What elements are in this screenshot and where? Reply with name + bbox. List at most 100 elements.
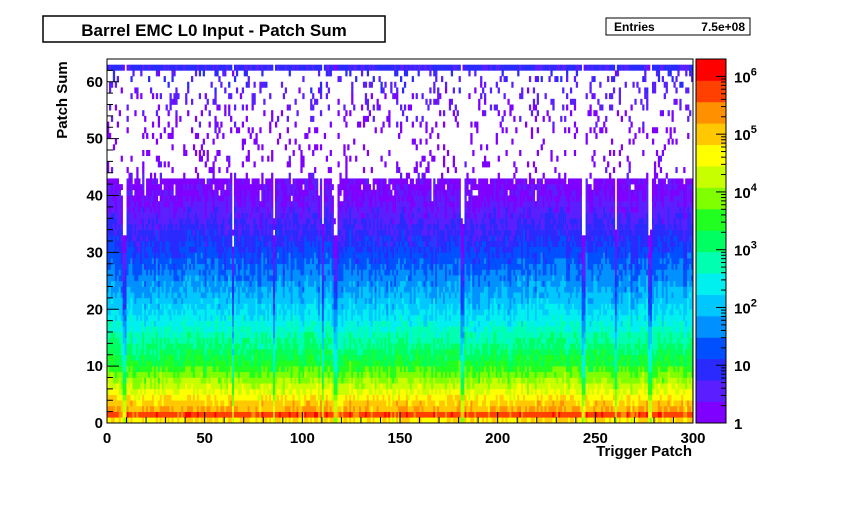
heatmap-cell: [151, 223, 155, 230]
heatmap-cell: [130, 377, 133, 384]
heatmap-cell: [189, 212, 192, 219]
heatmap-cell: [138, 292, 141, 299]
heatmap-cell: [251, 354, 254, 361]
heatmap-cell: [232, 366, 235, 373]
heatmap-cell: [185, 201, 188, 208]
heatmap-cell: [185, 354, 188, 361]
heatmap-cell: [253, 332, 256, 338]
heatmap-cell: [286, 314, 289, 321]
heatmap-cell: [189, 297, 192, 304]
heatmap-cell: [290, 394, 293, 401]
heatmap-cell: [214, 275, 217, 282]
heatmap-cell: [230, 377, 233, 384]
heatmap-cell: [263, 417, 266, 424]
heatmap-cell: [278, 400, 282, 407]
heatmap-cell: [157, 64, 161, 71]
heatmap-cell: [200, 326, 204, 333]
heatmap-cell: [175, 87, 178, 94]
heatmap-cell: [298, 360, 301, 367]
heatmap-cell: [280, 64, 284, 71]
heatmap-cell: [181, 189, 184, 196]
heatmap-cell: [251, 206, 254, 213]
heatmap-cell: [173, 269, 176, 276]
heatmap-cell: [200, 223, 204, 230]
heatmap-cell: [148, 360, 151, 367]
heatmap-cell: [245, 388, 248, 395]
heatmap-cell: [114, 235, 118, 242]
heatmap-cell: [304, 178, 307, 185]
heatmap-cell: [274, 223, 278, 230]
heatmap-cell: [136, 297, 139, 304]
heatmap-cell: [173, 280, 176, 287]
heatmap-cell: [202, 241, 205, 247]
heatmap-cell: [233, 104, 237, 111]
heatmap-cell: [187, 400, 190, 407]
heatmap-cell: [263, 394, 266, 401]
heatmap-cell: [282, 417, 286, 424]
heatmap-cell: [314, 127, 317, 134]
heatmap-cell: [216, 303, 219, 310]
heatmap-cell: [251, 269, 254, 276]
heatmap-cell: [267, 252, 270, 259]
heatmap-cell: [267, 178, 270, 185]
heatmap-cell: [233, 309, 237, 316]
heatmap-cell: [261, 64, 264, 71]
heatmap-cell: [280, 332, 284, 338]
heatmap-cell: [194, 314, 198, 321]
heatmap-cell: [169, 201, 172, 208]
heatmap-cell: [237, 405, 241, 412]
heatmap-cell: [255, 354, 258, 361]
heatmap-cell: [226, 354, 229, 361]
heatmap-cell: [278, 178, 282, 185]
heatmap-cell: [108, 132, 112, 139]
heatmap-cell: [183, 360, 186, 367]
heatmap-cell: [226, 167, 229, 174]
heatmap-cell: [228, 229, 231, 236]
heatmap-cell: [230, 360, 233, 367]
heatmap-cell: [247, 212, 250, 219]
heatmap-cell: [261, 280, 264, 287]
heatmap-cell: [194, 167, 198, 174]
heatmap-cell: [163, 189, 166, 196]
heatmap-cell: [134, 405, 137, 412]
heatmap-cell: [107, 417, 110, 424]
heatmap-cell: [247, 337, 250, 344]
heatmap-cell: [130, 178, 133, 185]
heatmap-cell: [276, 405, 280, 412]
heatmap-cell: [175, 212, 178, 219]
heatmap-cell: [157, 155, 161, 162]
heatmap-cell: [255, 405, 258, 412]
heatmap-cell: [247, 360, 250, 367]
heatmap-cell: [255, 349, 258, 356]
heatmap-cell: [163, 383, 166, 390]
heatmap-cell: [144, 258, 147, 265]
heatmap-cell: [157, 332, 161, 338]
heatmap-cell: [218, 241, 221, 247]
heatmap-cell: [243, 383, 246, 390]
heatmap-cell: [280, 366, 284, 373]
heatmap-cell: [190, 246, 194, 253]
heatmap-cell: [296, 417, 299, 424]
heatmap-cell: [155, 371, 159, 378]
heatmap-cell: [130, 354, 133, 361]
heatmap-cell: [298, 263, 301, 270]
heatmap-cell: [122, 314, 125, 321]
heatmap-cell: [212, 167, 215, 174]
heatmap-cell: [214, 258, 217, 265]
heatmap-cell: [292, 184, 295, 191]
heatmap-cell: [151, 269, 155, 276]
heatmap-cell: [200, 286, 204, 293]
heatmap-cell: [220, 383, 223, 390]
heatmap-cell: [118, 332, 121, 338]
heatmap-cell: [276, 246, 280, 253]
heatmap-cell: [165, 286, 168, 293]
heatmap-cell: [245, 343, 248, 350]
heatmap-cell: [276, 275, 280, 282]
heatmap-cell: [235, 269, 239, 276]
heatmap-cell: [149, 64, 153, 71]
heatmap-cell: [120, 275, 123, 282]
heatmap-cell: [269, 400, 272, 407]
heatmap-cell: [171, 258, 174, 265]
heatmap-cell: [296, 394, 299, 401]
heatmap-cell: [278, 275, 282, 282]
